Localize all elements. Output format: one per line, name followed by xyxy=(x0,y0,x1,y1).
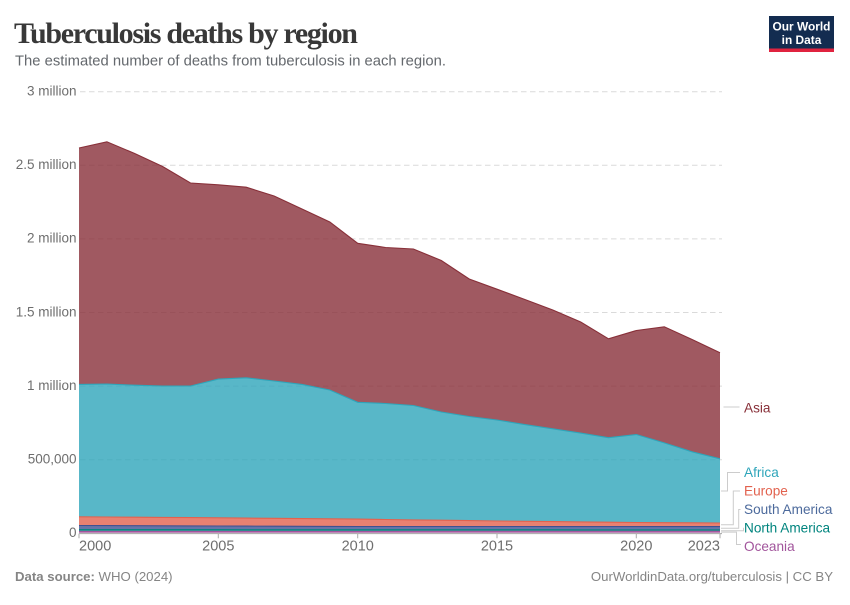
svg-text:2 million: 2 million xyxy=(27,231,77,246)
svg-text:2005: 2005 xyxy=(202,539,234,555)
svg-text:2020: 2020 xyxy=(620,539,652,555)
svg-text:1 million: 1 million xyxy=(27,378,77,393)
svg-text:in Data: in Data xyxy=(782,33,822,47)
svg-text:North America: North America xyxy=(744,521,831,536)
svg-text:Oceania: Oceania xyxy=(744,539,795,554)
svg-text:2000: 2000 xyxy=(79,539,111,555)
svg-text:500,000: 500,000 xyxy=(28,452,77,467)
svg-text:2.5 million: 2.5 million xyxy=(16,157,77,172)
svg-text:2023: 2023 xyxy=(688,539,720,555)
svg-text:South America: South America xyxy=(744,502,833,517)
svg-text:Data source: WHO (2024): Data source: WHO (2024) xyxy=(15,569,173,584)
svg-text:2015: 2015 xyxy=(481,539,513,555)
svg-text:Tuberculosis deaths by region: Tuberculosis deaths by region xyxy=(14,17,358,50)
svg-text:1.5 million: 1.5 million xyxy=(16,304,77,319)
svg-text:OurWorldinData.org/tuberculosi: OurWorldinData.org/tuberculosis | CC BY xyxy=(591,569,833,584)
svg-text:Asia: Asia xyxy=(744,401,771,416)
svg-text:Our World: Our World xyxy=(773,20,831,34)
svg-text:0: 0 xyxy=(69,525,77,540)
svg-text:Europe: Europe xyxy=(744,484,788,499)
svg-text:The estimated number of deaths: The estimated number of deaths from tube… xyxy=(15,54,446,70)
svg-text:3 million: 3 million xyxy=(27,84,77,99)
svg-text:2010: 2010 xyxy=(342,539,374,555)
svg-text:Africa: Africa xyxy=(744,465,779,480)
